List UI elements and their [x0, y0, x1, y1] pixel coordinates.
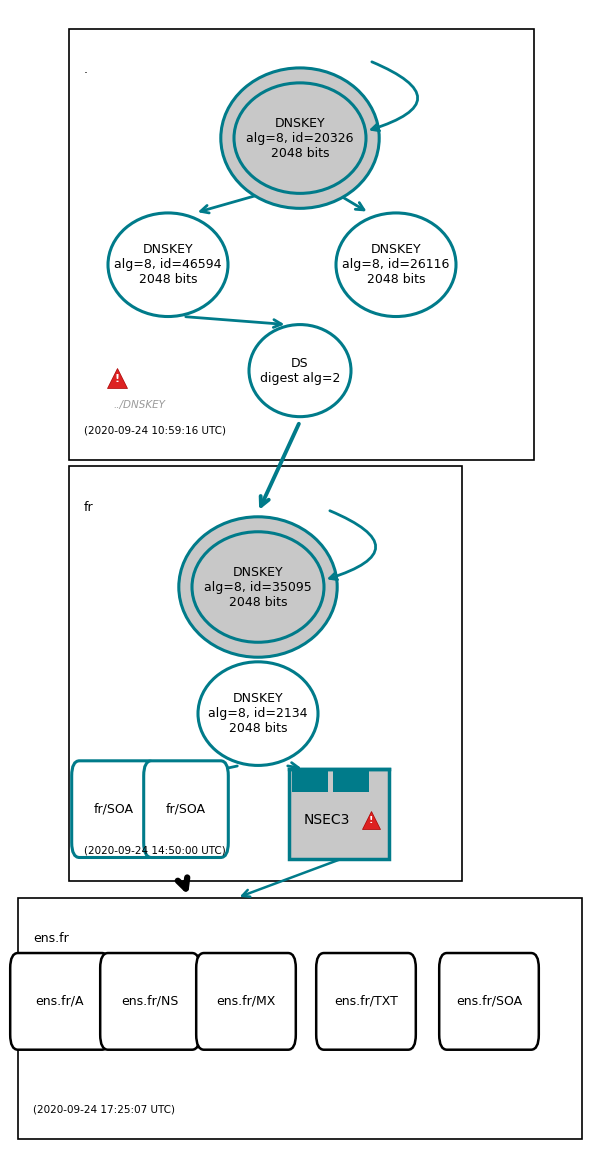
Text: (2020-09-24 17:25:07 UTC): (2020-09-24 17:25:07 UTC) [33, 1104, 175, 1114]
Text: ens.fr/SOA: ens.fr/SOA [456, 994, 522, 1008]
FancyBboxPatch shape [72, 761, 156, 857]
Text: fr/SOA: fr/SOA [94, 802, 134, 816]
Bar [289, 769, 389, 859]
Text: DNSKEY
alg=8, id=20326
2048 bits: DNSKEY alg=8, id=20326 2048 bits [246, 116, 354, 160]
Text: NSEC3: NSEC3 [304, 813, 350, 826]
Text: !: ! [368, 816, 373, 825]
Text: ens.fr/TXT: ens.fr/TXT [334, 994, 398, 1008]
Text: ens.fr/MX: ens.fr/MX [217, 994, 275, 1008]
Text: ens.fr/A: ens.fr/A [36, 994, 84, 1008]
FancyBboxPatch shape [316, 953, 416, 1050]
FancyBboxPatch shape [439, 953, 539, 1050]
Bar [69, 29, 534, 460]
FancyBboxPatch shape [144, 761, 229, 857]
Text: DNSKEY
alg=8, id=2134
2048 bits: DNSKEY alg=8, id=2134 2048 bits [208, 692, 308, 735]
Text: (2020-09-24 10:59:16 UTC): (2020-09-24 10:59:16 UTC) [84, 425, 226, 435]
Text: DNSKEY
alg=8, id=26116
2048 bits: DNSKEY alg=8, id=26116 2048 bits [343, 243, 449, 287]
Ellipse shape [221, 68, 379, 208]
Bar [69, 466, 462, 881]
Ellipse shape [179, 517, 337, 657]
Bar [292, 769, 328, 792]
Text: DS
digest alg=2: DS digest alg=2 [260, 357, 340, 384]
Ellipse shape [336, 213, 456, 317]
Text: DNSKEY
alg=8, id=46594
2048 bits: DNSKEY alg=8, id=46594 2048 bits [114, 243, 222, 287]
Text: ../DNSKEY: ../DNSKEY [114, 401, 166, 410]
Ellipse shape [198, 662, 318, 765]
Ellipse shape [234, 83, 366, 193]
Text: ens.fr: ens.fr [33, 932, 69, 945]
Text: fr: fr [84, 501, 94, 513]
Ellipse shape [192, 532, 324, 642]
Bar [333, 769, 369, 792]
Text: .: . [84, 63, 88, 76]
Text: fr/SOA: fr/SOA [166, 802, 206, 816]
Text: !: ! [115, 374, 119, 383]
Text: ens.fr/NS: ens.fr/NS [121, 994, 179, 1008]
Text: (2020-09-24 14:50:00 UTC): (2020-09-24 14:50:00 UTC) [84, 845, 226, 855]
Text: DNSKEY
alg=8, id=35095
2048 bits: DNSKEY alg=8, id=35095 2048 bits [204, 565, 312, 609]
Ellipse shape [108, 213, 228, 317]
FancyBboxPatch shape [10, 953, 110, 1050]
Bar [18, 898, 582, 1139]
FancyBboxPatch shape [100, 953, 200, 1050]
Ellipse shape [249, 325, 351, 417]
FancyBboxPatch shape [196, 953, 296, 1050]
